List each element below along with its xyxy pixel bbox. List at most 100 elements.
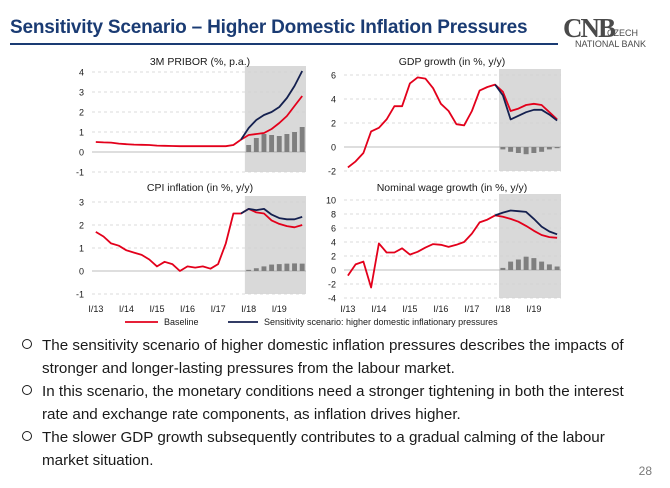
scenario-line <box>494 209 558 236</box>
page-number: 28 <box>638 464 652 478</box>
forecast-shading <box>499 194 561 298</box>
baseline-line <box>347 214 558 289</box>
x-tick-label: I/17 <box>464 304 479 314</box>
chart-3: -1 0 1 2 3 CPI inflation (in %, y/y) I/13 I/14 I… <box>76 182 306 314</box>
y-tick-label: -2 <box>328 167 336 177</box>
difference-bar <box>261 134 267 152</box>
x-tick-label: I/14 <box>119 304 134 314</box>
difference-bar <box>284 134 290 152</box>
baseline-line <box>95 208 303 272</box>
title-underline <box>10 43 558 45</box>
difference-bar <box>554 147 560 149</box>
x-tick-label: I/13 <box>88 304 103 314</box>
y-tick-label: -4 <box>328 294 336 304</box>
legend-scenario-label: Sensitivity scenario: higher domestic in… <box>264 317 498 327</box>
difference-bar <box>253 138 259 152</box>
difference-bar <box>500 147 506 150</box>
y-tick-label: 4 <box>331 238 336 248</box>
x-tick-label: I/18 <box>495 304 510 314</box>
difference-bar <box>269 264 275 271</box>
difference-bar <box>292 263 297 271</box>
cnb-logo: CNB CZECH NATIONAL BANK <box>563 13 663 53</box>
legend: Baseline Sensitivity scenario: higher dom… <box>125 317 498 327</box>
x-tick-label: I/14 <box>371 304 386 314</box>
difference-bar <box>531 258 537 270</box>
x-tick-label: I/16 <box>433 304 448 314</box>
y-tick-label: -1 <box>76 290 84 300</box>
difference-bar <box>246 269 252 271</box>
x-tick-label: I/15 <box>402 304 417 314</box>
bullet-item: The sensitivity scenario of higher domes… <box>22 334 652 380</box>
y-tick-label: 2 <box>79 108 84 118</box>
difference-bar <box>292 132 297 152</box>
baseline-line <box>347 76 558 169</box>
y-tick-label: 10 <box>326 196 336 206</box>
difference-bar <box>523 256 529 270</box>
difference-bar <box>246 145 252 152</box>
difference-bar <box>554 266 560 270</box>
y-tick-label: 0 <box>331 143 336 153</box>
difference-bar <box>508 147 514 152</box>
forecast-shading <box>499 69 561 171</box>
y-tick-label: 2 <box>331 252 336 262</box>
chart-1: -1 0 1 2 3 4 3M PRIBOR (%, p.a.) <box>76 56 306 178</box>
bullet-list: The sensitivity scenario of higher domes… <box>22 334 652 472</box>
y-tick-label: 0 <box>79 148 84 158</box>
difference-bar <box>299 127 305 152</box>
difference-bar <box>523 147 529 155</box>
chart-title: CPI inflation (in %, y/y) <box>147 182 253 194</box>
difference-bar <box>500 267 506 270</box>
x-tick-label: I/19 <box>272 304 287 314</box>
difference-bar <box>508 261 514 270</box>
chart-title: 3M PRIBOR (%, p.a.) <box>150 56 250 68</box>
y-tick-label: 8 <box>331 210 336 220</box>
difference-bar <box>531 147 537 153</box>
x-tick-label: I/15 <box>149 304 164 314</box>
difference-bar <box>261 266 267 271</box>
logo-mark: CNB <box>563 13 616 43</box>
chart-2: -2 0 2 4 6 GDP growth (in %, y/y) <box>328 56 561 177</box>
scenario-line <box>494 84 558 122</box>
bullet-circle-icon <box>22 431 32 441</box>
difference-bar <box>539 147 545 152</box>
bullet-text: The sensitivity scenario of higher domes… <box>42 337 624 377</box>
bullet-item: The slower GDP growth subsequently contr… <box>22 426 652 472</box>
y-tick-label: 0 <box>79 267 84 277</box>
bullet-text: In this scenario, the monetary condition… <box>42 383 624 423</box>
y-tick-label: 4 <box>331 95 336 105</box>
x-tick-label: I/17 <box>211 304 226 314</box>
bullet-circle-icon <box>22 339 32 349</box>
baseline-line <box>95 95 303 148</box>
difference-bar <box>276 264 282 271</box>
y-tick-label: 0 <box>331 266 336 276</box>
y-tick-label: 1 <box>79 128 84 138</box>
logo-text-line1: CZECH <box>607 28 638 38</box>
y-tick-label: 2 <box>79 221 84 231</box>
difference-bar <box>253 268 259 271</box>
y-tick-label: 6 <box>331 71 336 81</box>
y-tick-label: 6 <box>331 224 336 234</box>
charts-panel: -1 0 1 2 3 4 3M PRIBOR (%, p.a.) -2 0 2 4 6 GDP grow… <box>76 56 561 327</box>
page-title: Sensitivity Scenario – Higher Domestic I… <box>10 17 528 38</box>
y-tick-label: 1 <box>79 244 84 254</box>
difference-bar <box>299 263 305 271</box>
legend-baseline-label: Baseline <box>164 317 199 327</box>
difference-bar <box>515 259 521 270</box>
y-tick-label: 3 <box>79 198 84 208</box>
scenario-line <box>240 208 303 221</box>
x-tick-label: I/19 <box>526 304 541 314</box>
difference-bar <box>546 264 552 270</box>
y-tick-label: -1 <box>76 168 84 178</box>
bullet-item: In this scenario, the monetary condition… <box>22 380 652 426</box>
difference-bar <box>539 261 545 270</box>
difference-bar <box>269 135 275 152</box>
y-tick-label: 3 <box>79 88 84 98</box>
x-tick-label: I/18 <box>241 304 256 314</box>
difference-bar <box>546 147 552 150</box>
chart-title: Nominal wage growth (in %, y/y) <box>377 182 528 194</box>
logo-text-line2: NATIONAL BANK <box>575 39 647 49</box>
chart-4: -4 -2 0 2 4 6 8 10 Nominal wage growth (in %, y/… <box>326 182 561 314</box>
difference-bar <box>515 147 521 153</box>
bullet-circle-icon <box>22 385 32 395</box>
y-tick-label: 2 <box>331 119 336 129</box>
